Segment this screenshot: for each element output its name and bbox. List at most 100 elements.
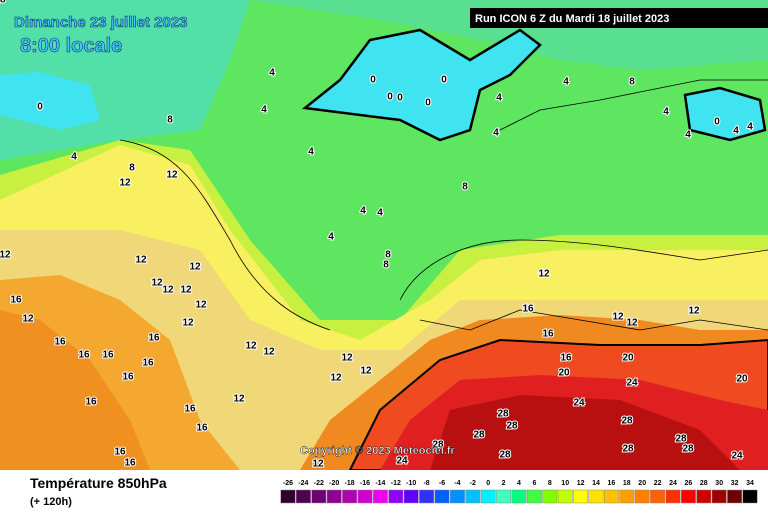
legend-tick-label: -24 — [298, 480, 308, 487]
contour-label: 16 — [148, 333, 160, 344]
contour-label: 28 — [506, 421, 518, 432]
contour-label: 28 — [621, 416, 633, 427]
legend-swatch — [665, 489, 681, 504]
legend-tick-label: 20 — [638, 480, 646, 487]
contour-label: 0 — [397, 93, 403, 104]
contour-label: 16 — [10, 295, 22, 306]
contour-label: 4 — [733, 126, 739, 137]
contour-label: 16 — [54, 337, 66, 348]
legend-tick-label: -16 — [360, 480, 370, 487]
legend-swatch — [619, 489, 635, 504]
contour-label: 4 — [663, 107, 669, 118]
legend-swatch — [742, 489, 758, 504]
contour-label: 12 — [245, 341, 257, 352]
contour-label: 16 — [124, 458, 136, 469]
contour-label: 4 — [328, 232, 334, 243]
run-info: Run ICON 6 Z du Mardi 18 juillet 2023 — [475, 13, 669, 25]
legend-swatch — [311, 489, 327, 504]
contour-label: 16 — [142, 358, 154, 369]
legend-swatch — [496, 489, 512, 504]
legend-tick-label: 34 — [746, 480, 754, 487]
legend-swatch — [557, 489, 573, 504]
contour-label: 12 — [341, 353, 353, 364]
legend-swatch — [388, 489, 404, 504]
legend-tick-label: -4 — [454, 480, 460, 487]
contour-label: 12 — [151, 278, 163, 289]
contour-label: 24 — [626, 378, 638, 389]
contour-label: 4 — [685, 130, 691, 141]
contour-label: 28 — [622, 444, 634, 455]
contour-label: 28 — [473, 430, 485, 441]
contour-label: 0 — [370, 75, 376, 86]
legend-tick-label: -12 — [391, 480, 401, 487]
contour-label: 16 — [114, 447, 126, 458]
contour-label: 0 — [37, 102, 43, 113]
coastline — [499, 79, 768, 131]
legend-tick-label: 16 — [608, 480, 616, 487]
contour-label: 28 — [432, 440, 444, 451]
contour-label: 4 — [261, 105, 267, 116]
contour-label: 12 — [189, 262, 201, 273]
forecast-time: 8:00 locale — [20, 35, 122, 57]
legend-tick-label: 22 — [654, 480, 662, 487]
legend-swatch — [603, 489, 619, 504]
legend-tick-label: -18 — [345, 480, 355, 487]
contour-label: 12 — [233, 394, 245, 405]
contour-label: 4 — [563, 77, 569, 88]
contour-label: 4 — [308, 147, 314, 158]
legend-tick-label: 12 — [577, 480, 585, 487]
contour-label: 4 — [71, 152, 77, 163]
contour-label: 12 — [538, 269, 550, 280]
cold-zone — [301, 28, 542, 142]
legend-tick-label: 10 — [561, 480, 569, 487]
contour-label: 12 — [119, 178, 131, 189]
contour-label: 8 — [129, 163, 135, 174]
legend-swatch — [280, 489, 296, 504]
contour-label: 8 — [462, 182, 468, 193]
legend-swatch — [696, 489, 712, 504]
legend-tick-label: 2 — [502, 480, 506, 487]
contour-label: 16 — [522, 304, 534, 315]
contour-label: 28 — [497, 409, 509, 420]
legend-swatch — [511, 489, 527, 504]
contour-label: 12 — [0, 250, 11, 261]
legend-swatch — [434, 489, 450, 504]
legend-tick-label: 14 — [592, 480, 600, 487]
legend-tick-label: 0 — [486, 480, 490, 487]
legend-tick-label: -20 — [329, 480, 339, 487]
contour-label: 16 — [122, 372, 134, 383]
cold-zone — [683, 86, 767, 142]
legend-swatch — [449, 489, 465, 504]
contour-label: 0 — [441, 75, 447, 86]
contour-label: 16 — [560, 353, 572, 364]
legend-swatch — [650, 489, 666, 504]
legend-swatch — [465, 489, 481, 504]
run-box — [470, 8, 768, 28]
contour-label: 0 — [425, 98, 431, 109]
legend-swatch — [727, 489, 743, 504]
contour-label: 0 — [387, 92, 393, 103]
legend-swatch — [326, 489, 342, 504]
contour-label: 0 — [714, 117, 720, 128]
legend-swatch — [526, 489, 542, 504]
legend-tick-label: 6 — [532, 480, 536, 487]
contour-label: 28 — [499, 450, 511, 461]
contour-label: 4 — [360, 206, 366, 217]
contour-label: 20 — [558, 368, 570, 379]
legend-tick-label: 8 — [548, 480, 552, 487]
contour-label: 12 — [626, 318, 638, 329]
contour-label: 4 — [377, 208, 383, 219]
contour-label: 28 — [682, 444, 694, 455]
coastline — [399, 239, 768, 301]
legend-swatch — [634, 489, 650, 504]
contour-label: 16 — [78, 350, 90, 361]
legend-swatch — [357, 489, 373, 504]
legend-swatch — [342, 489, 358, 504]
legend-tick-label: 26 — [685, 480, 693, 487]
contour-label: 16 — [184, 404, 196, 415]
contour-label: 12 — [135, 255, 147, 266]
copyright: Copyright © 2023 Meteociel.fr — [300, 445, 456, 457]
contour-label: 12 — [312, 459, 324, 470]
legend-swatch — [711, 489, 727, 504]
